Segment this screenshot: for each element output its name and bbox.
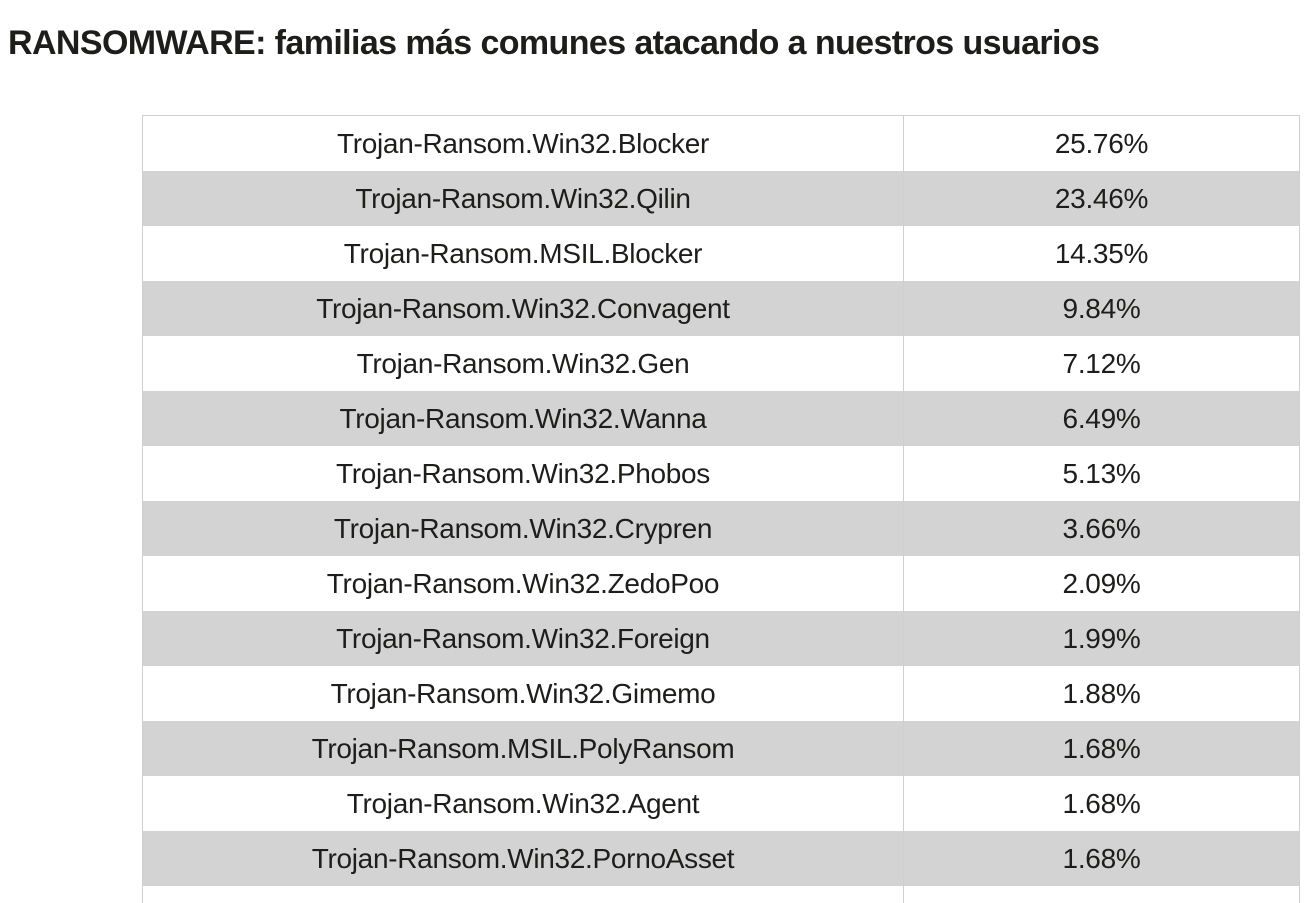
percentage-cell: 14.35% bbox=[1054, 237, 1149, 269]
percentage-cell: 1.68% bbox=[1062, 842, 1141, 874]
family-name-cell: Trojan-Ransom.Win32.ZedoPoo bbox=[142, 556, 904, 611]
percentage-cell: 23.46% bbox=[1054, 182, 1149, 214]
table-row: Trojan-Ransom.MSIL.PolyRansom 1.68% bbox=[142, 721, 1300, 776]
percentage-cell: 9.84% bbox=[1062, 292, 1141, 324]
table-row: Trojan-Ransom.Win32.Blocker 25.76% bbox=[142, 115, 1300, 171]
percentage-cell: 3.66% bbox=[1062, 512, 1141, 544]
family-name-cell: Trojan-Ransom.Win32.Gimemo bbox=[142, 666, 904, 721]
table-row: Trojan-Ransom.Win32.Wanna 6.49% bbox=[142, 391, 1300, 446]
percentage-cell: 1.88% bbox=[1062, 677, 1141, 709]
table-row: Trojan-Ransom.Win32.Phobos 5.13% bbox=[142, 446, 1300, 501]
family-name-cell: Trojan-Ransom.MSIL.Blocker bbox=[142, 226, 904, 281]
ransomware-families-table: Trojan-Ransom.Win32.Blocker 25.76% Trojan-… bbox=[142, 115, 1300, 903]
percentage-cell: 1.99% bbox=[1062, 622, 1141, 654]
table-row: Trojan-Ransom.Win32.ZedoPoo 2.09% bbox=[142, 556, 1300, 611]
family-name-cell: Trojan-Ransom.Win32.Gen bbox=[142, 336, 904, 391]
table-row: Trojan-Ransom.Win32.Gimemo 1.88% bbox=[142, 666, 1300, 721]
percentage-cell: 25.76% bbox=[1054, 127, 1149, 159]
family-name-cell: Trojan-Ransom.Win32.Agent bbox=[142, 776, 904, 831]
family-name-cell: Trojan-Ransom.Win32.Blocker bbox=[142, 115, 904, 171]
percentage-cell: 6.49% bbox=[1062, 402, 1141, 434]
table-body: Trojan-Ransom.Win32.Blocker 25.76% Trojan-… bbox=[142, 115, 1300, 903]
table-row: Trojan-Ransom.Win32.Gen 7.12% bbox=[142, 336, 1300, 391]
table-row: Trojan-Ransom.Win32.Foreign 1.99% bbox=[142, 611, 1300, 666]
table-row-partial bbox=[142, 886, 1300, 903]
table-row: Trojan-Ransom.Win32.Convagent 9.84% bbox=[142, 281, 1300, 336]
table-row: Trojan-Ransom.Win32.Crypren 3.66% bbox=[142, 501, 1300, 556]
family-name-cell-empty bbox=[142, 886, 904, 903]
table-row: Trojan-Ransom.Win32.Qilin 23.46% bbox=[142, 171, 1300, 226]
percentage-cell: 2.09% bbox=[1062, 567, 1141, 599]
family-name-cell: Trojan-Ransom.Win32.Phobos bbox=[142, 446, 904, 501]
percentage-cell: 5.13% bbox=[1062, 457, 1141, 489]
table-row: Trojan-Ransom.Win32.PornoAsset 1.68% bbox=[142, 831, 1300, 886]
family-name-cell: Trojan-Ransom.Win32.Crypren bbox=[142, 501, 904, 556]
percentage-cell: 7.12% bbox=[1062, 347, 1141, 379]
family-name-cell: Trojan-Ransom.Win32.PornoAsset bbox=[142, 831, 904, 886]
family-name-cell: Trojan-Ransom.Win32.Wanna bbox=[142, 391, 904, 446]
percentage-cell: 1.68% bbox=[1062, 732, 1141, 764]
page-title: RANSOMWARE: familias más comunes atacand… bbox=[8, 24, 1100, 62]
family-name-cell: Trojan-Ransom.Win32.Foreign bbox=[142, 611, 904, 666]
family-name-cell: Trojan-Ransom.MSIL.PolyRansom bbox=[142, 721, 904, 776]
family-name-cell: Trojan-Ransom.Win32.Qilin bbox=[142, 171, 904, 226]
percentage-cell-empty bbox=[904, 886, 1300, 903]
table-row: Trojan-Ransom.MSIL.Blocker 14.35% bbox=[142, 226, 1300, 281]
family-name-cell: Trojan-Ransom.Win32.Convagent bbox=[142, 281, 904, 336]
table-row: Trojan-Ransom.Win32.Agent 1.68% bbox=[142, 776, 1300, 831]
percentage-cell: 1.68% bbox=[1062, 787, 1141, 819]
